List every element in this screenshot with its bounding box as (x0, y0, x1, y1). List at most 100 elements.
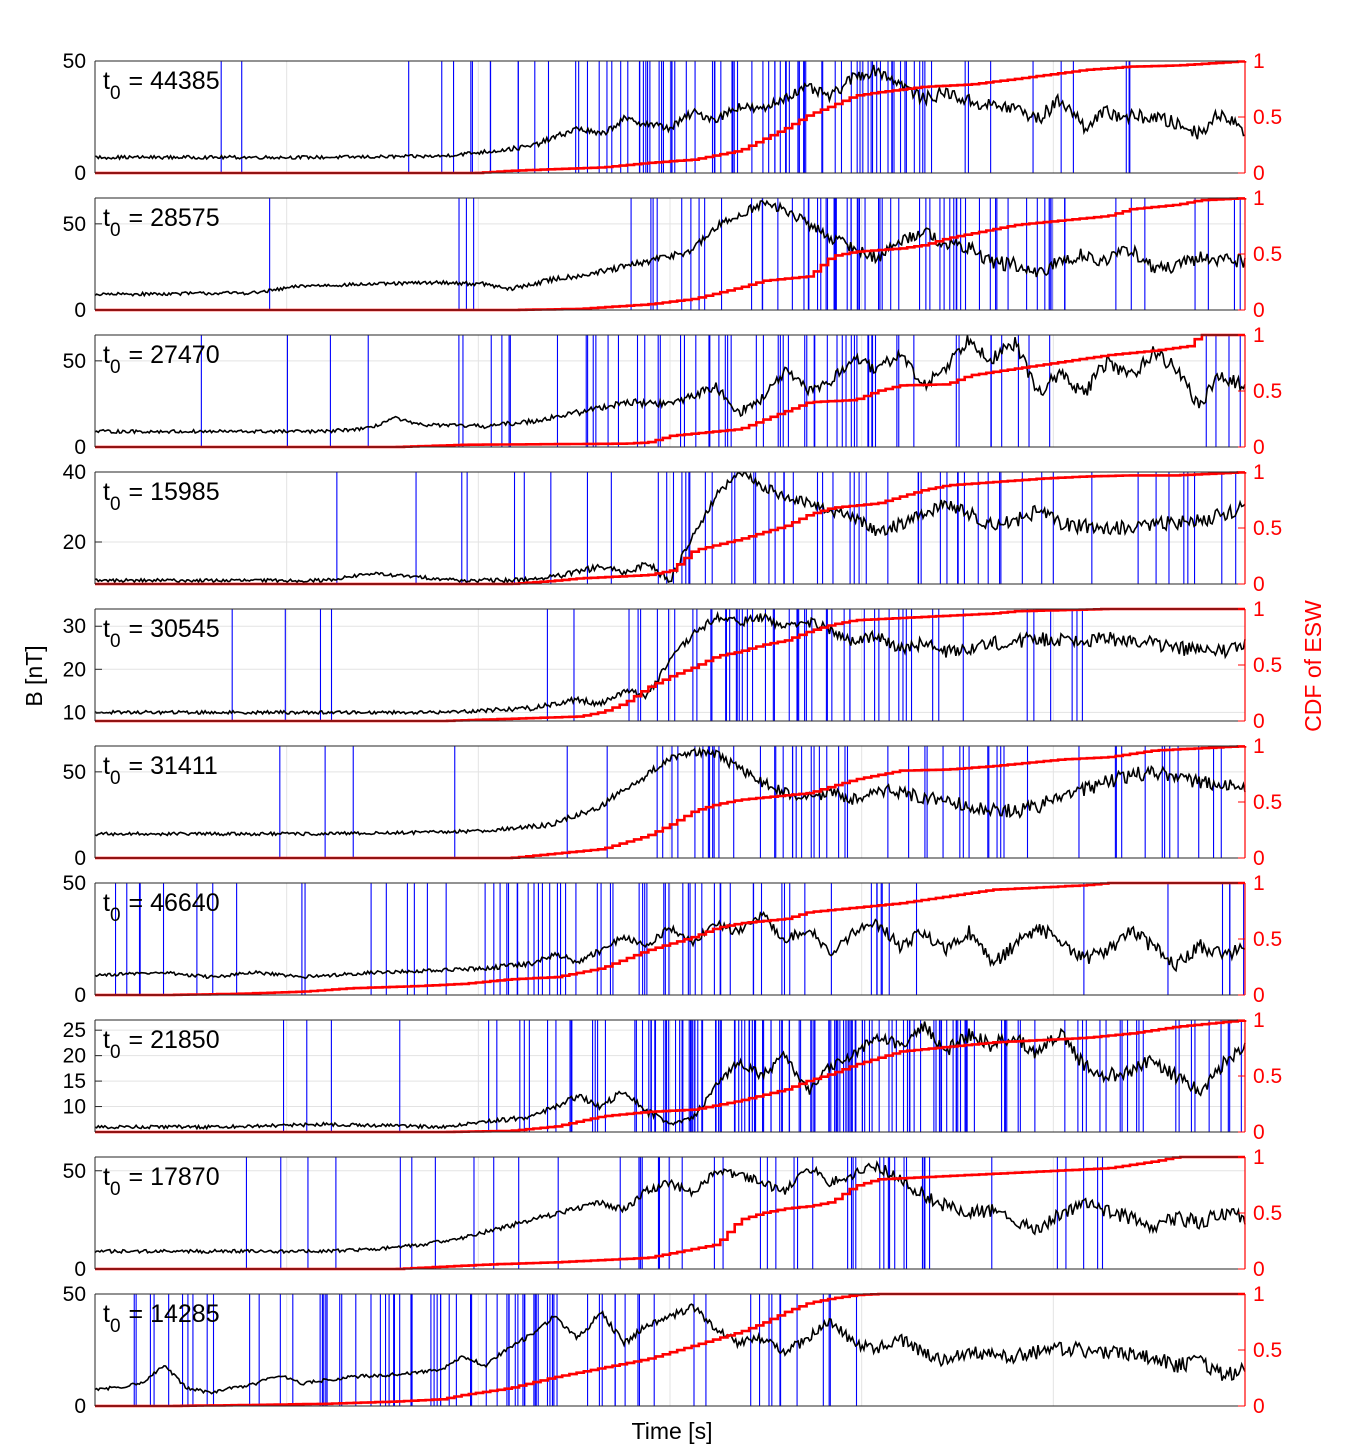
esw-event-lines (245, 1157, 1104, 1269)
esw-event-lines (114, 883, 1245, 995)
t0-symbol: t (103, 67, 110, 95)
t0-value: = 17870 (129, 1163, 220, 1191)
b-field-series-line (94, 610, 1246, 716)
t0-value: = 14285 (129, 1300, 220, 1328)
grid-lines (95, 335, 1245, 447)
y2-tick-label: 0 (1253, 436, 1265, 459)
t0-annotation: t0 = 15985 (103, 478, 220, 515)
t0-symbol: t (103, 204, 110, 232)
y-tick-label: 20 (63, 531, 86, 554)
y2-tick-label: 0.5 (1253, 1339, 1282, 1362)
y2-tick-label: 1 (1253, 50, 1265, 73)
y2-tick-label: 1 (1253, 735, 1265, 758)
t0-subscript: 0 (110, 1042, 121, 1063)
y-tick-label: 15 (63, 1070, 86, 1093)
y2-tick-label: 0.5 (1253, 1065, 1282, 1088)
y2-tick-label: 0.5 (1253, 380, 1282, 403)
t0-annotation: t0 = 27470 (103, 341, 220, 378)
t0-subscript: 0 (110, 631, 121, 652)
t0-symbol: t (103, 1300, 110, 1328)
esw-event-lines (279, 746, 1222, 858)
t0-symbol: t (103, 1163, 110, 1191)
y-tick-label: 0 (74, 1395, 86, 1418)
t0-annotation: t0 = 14285 (103, 1300, 220, 1337)
y-tick-label: 25 (63, 1019, 86, 1042)
b-field-series-line (94, 64, 1246, 161)
b-field-series-line (95, 471, 1246, 585)
panel-10: 0 50 0 0.5 1 t0 = 14285 (63, 1283, 1283, 1418)
grid-lines (286, 1294, 1054, 1406)
y-tick-label: 30 (63, 615, 86, 638)
y2-tick-label: 0.5 (1253, 243, 1282, 266)
t0-annotation: t0 = 46640 (103, 889, 220, 926)
y2-tick-label: 0 (1253, 1395, 1265, 1418)
b-field-series-line (94, 335, 1246, 435)
t0-subscript: 0 (110, 494, 121, 515)
t0-value: = 46640 (129, 889, 220, 917)
b-field-series-line (94, 1160, 1246, 1255)
t0-subscript: 0 (110, 83, 121, 104)
t0-annotation: t0 = 28575 (103, 204, 220, 241)
t0-annotation: t0 = 44385 (103, 67, 220, 104)
grid-lines (286, 61, 1054, 173)
y2-tick-label: 0 (1253, 847, 1265, 870)
t0-value: = 27470 (129, 341, 220, 369)
b-field-series-line (94, 1303, 1246, 1395)
t0-subscript: 0 (110, 1179, 121, 1200)
y2-tick-label: 0 (1253, 1121, 1265, 1144)
y-tick-label: 50 (63, 213, 86, 236)
y-tick-label: 50 (63, 350, 86, 373)
y-tick-label: 50 (63, 872, 86, 895)
t0-symbol: t (103, 615, 110, 643)
esw-event-lines (200, 335, 1241, 447)
y2-tick-label: 0.5 (1253, 654, 1282, 677)
y-tick-label: 50 (63, 1283, 86, 1306)
t0-value: = 31411 (129, 752, 218, 780)
t0-value: = 30545 (129, 615, 220, 643)
esw-event-lines (231, 609, 1083, 721)
y2-tick-label: 1 (1253, 1283, 1265, 1306)
y2-tick-label: 0 (1253, 984, 1265, 1007)
y-tick-label: 0 (74, 162, 86, 185)
y2-tick-label: 0 (1253, 162, 1265, 185)
t0-annotation: t0 = 31411 (103, 752, 218, 789)
t0-symbol: t (103, 889, 110, 917)
esw-event-lines (220, 61, 1131, 173)
esw-event-lines (133, 1294, 858, 1406)
y2-tick-label: 0.5 (1253, 1202, 1282, 1225)
t0-symbol: t (103, 1026, 110, 1054)
b-field-series-line (94, 199, 1246, 298)
t0-annotation: t0 = 21850 (103, 1026, 220, 1063)
y-tick-label: 20 (63, 658, 86, 681)
t0-symbol: t (103, 341, 110, 369)
t0-subscript: 0 (110, 357, 121, 378)
cdf-series-line (95, 881, 1245, 997)
y2-tick-label: 1 (1253, 461, 1265, 484)
y-axis-right-label: CDF of ESW (1300, 600, 1326, 732)
b-field-series-line (94, 746, 1246, 837)
t0-symbol: t (103, 478, 110, 506)
y-axis-left-label: B [nT] (21, 645, 47, 706)
t0-annotation: t0 = 30545 (103, 615, 220, 652)
t0-value: = 44385 (129, 67, 220, 95)
t0-value: = 21850 (129, 1026, 220, 1054)
y-tick-label: 40 (63, 461, 86, 484)
t0-value: = 28575 (129, 204, 220, 232)
y-tick-label: 20 (63, 1045, 86, 1068)
y-tick-label: 0 (74, 847, 86, 870)
y2-tick-label: 0.5 (1253, 928, 1282, 951)
t0-value: = 15985 (129, 478, 220, 506)
y-tick-label: 0 (74, 299, 86, 322)
y2-tick-label: 0.5 (1253, 106, 1282, 129)
b-field-series-line (94, 911, 1246, 980)
grid-lines (95, 609, 1245, 721)
